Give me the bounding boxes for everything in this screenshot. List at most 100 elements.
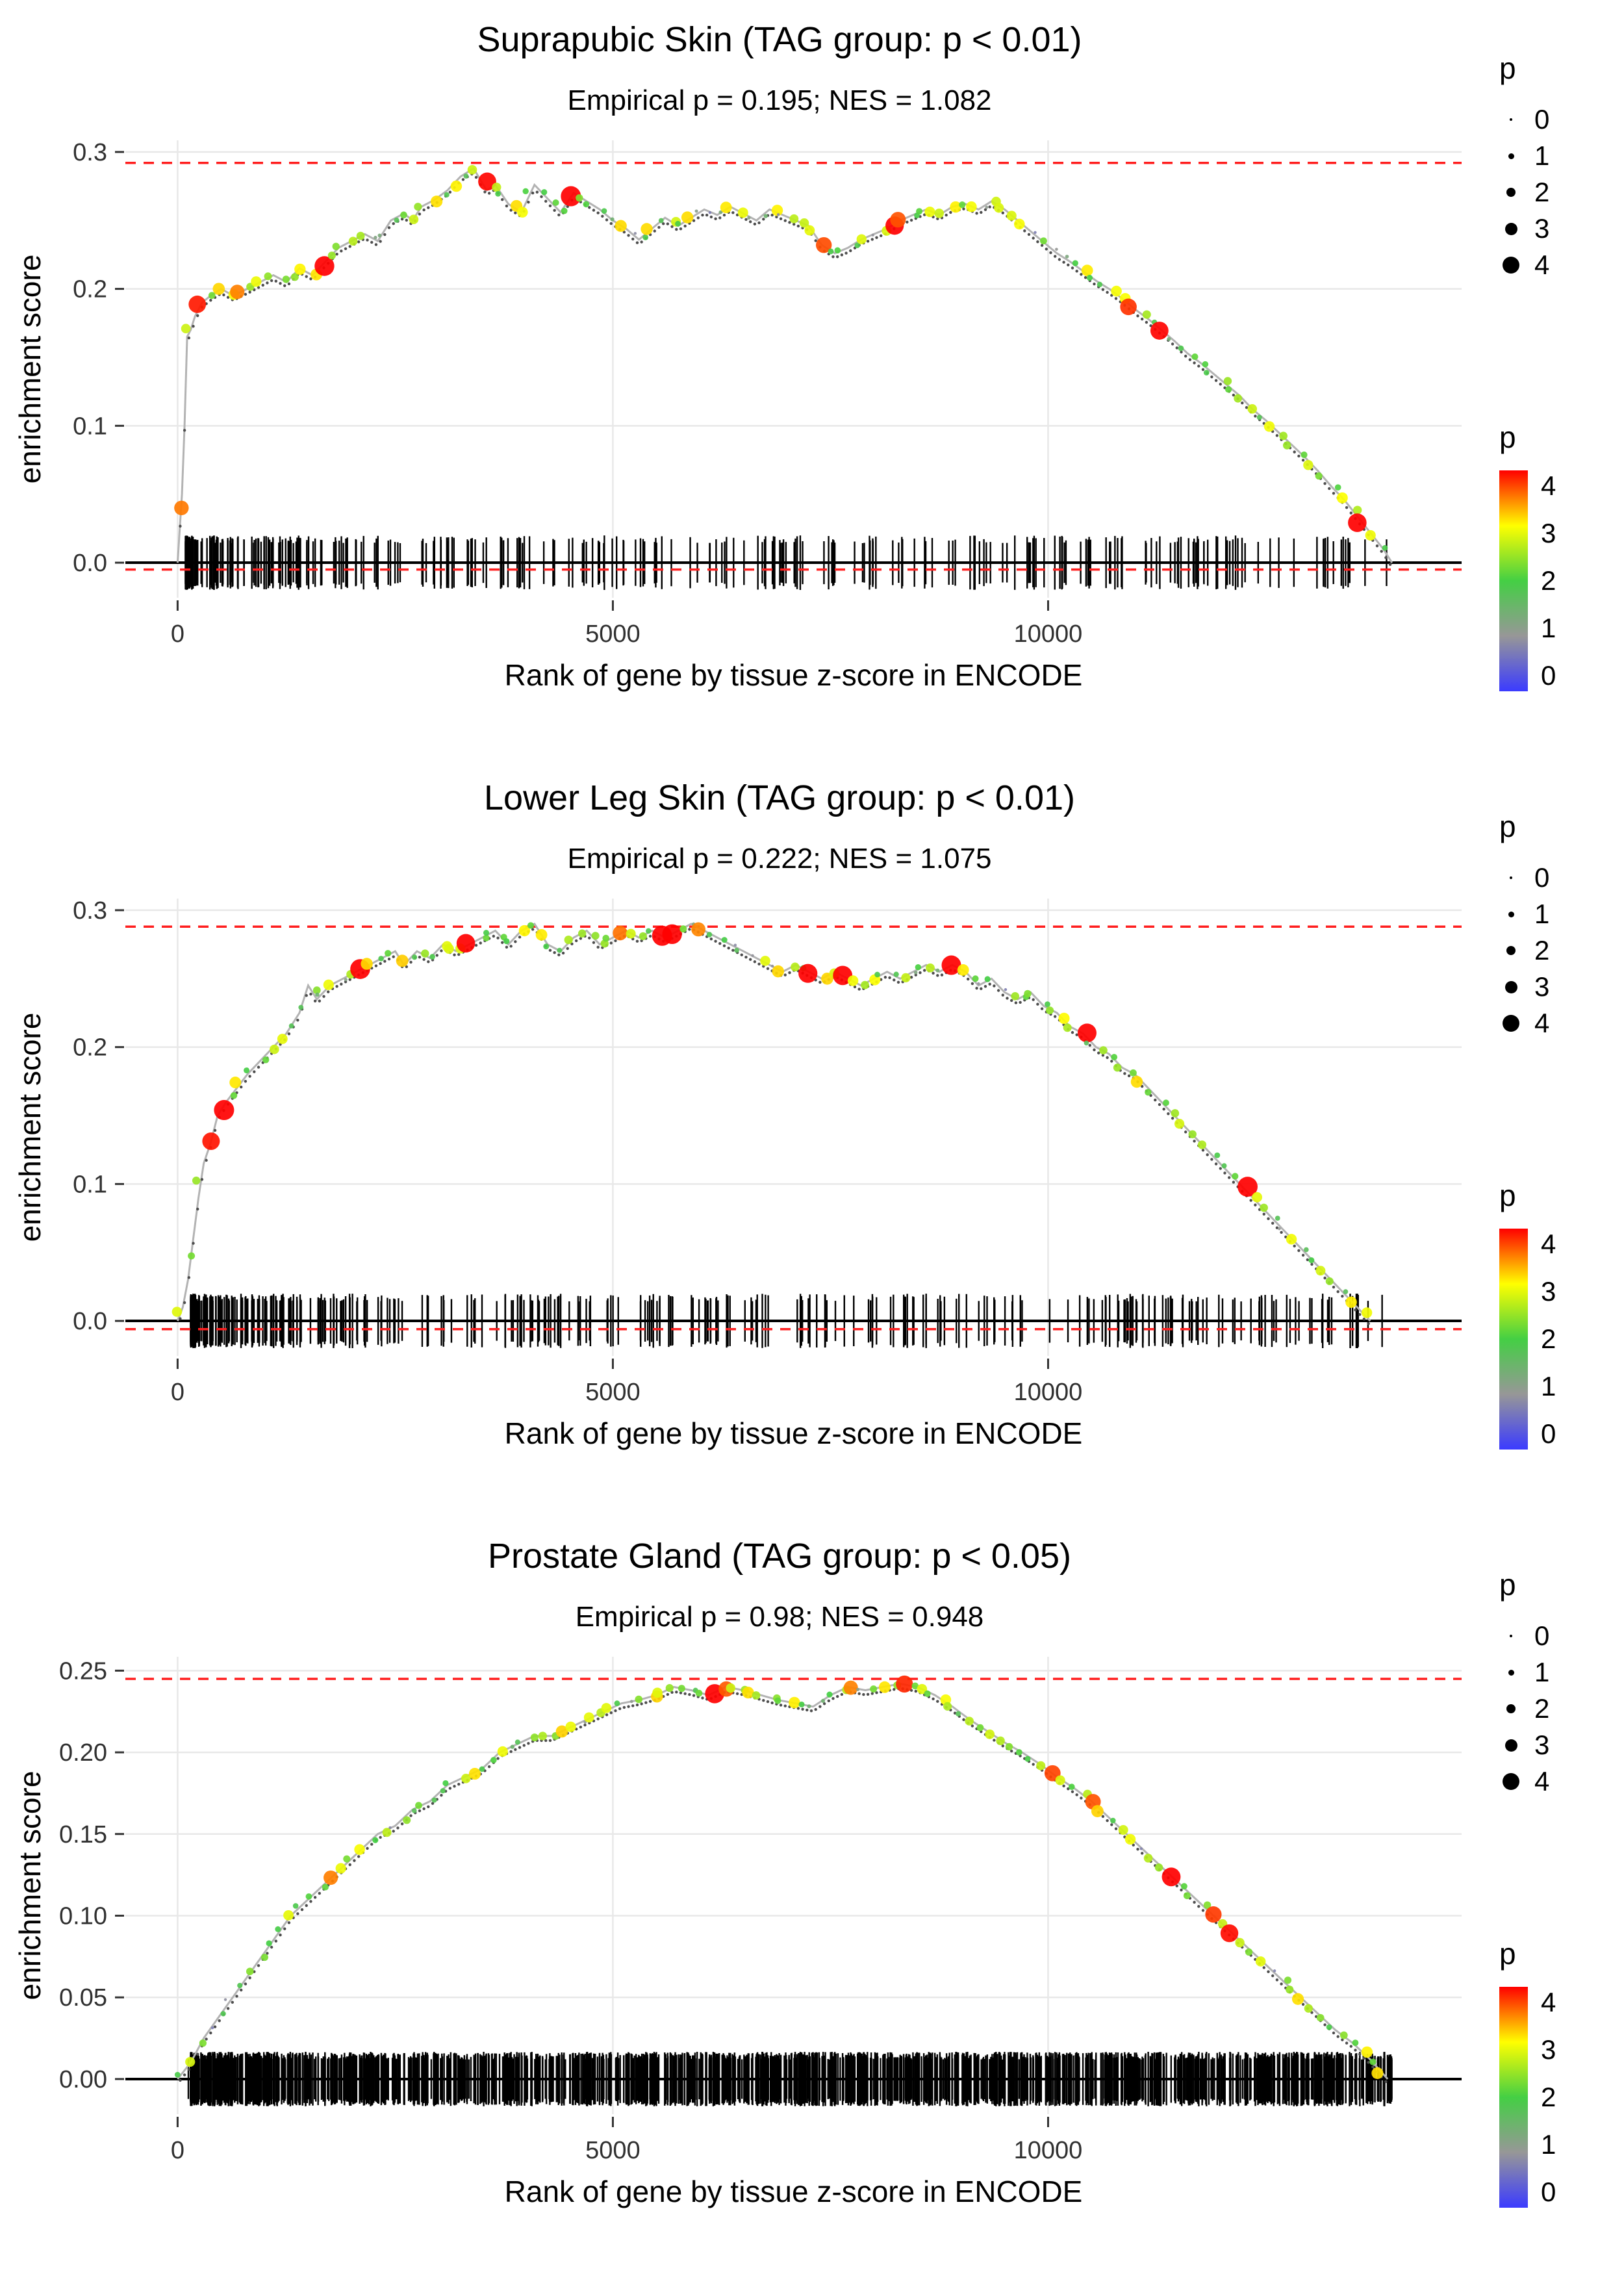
colorbar-labels: 4 3 2 1 0 [1541, 470, 1556, 691]
svg-text:0.1: 0.1 [73, 413, 107, 440]
size-legend-item: 1 [1499, 896, 1624, 932]
colorbar [1499, 470, 1528, 691]
colorbar-legend: p 4 3 2 1 0 [1499, 420, 1624, 691]
size-legend-item: 4 [1499, 1763, 1624, 1800]
size-dot-1 [1508, 153, 1514, 159]
size-legend-title: p [1499, 810, 1516, 843]
size-legend-item: 0 [1499, 1618, 1624, 1654]
size-legend-item: 3 [1499, 969, 1624, 1005]
size-dot-0-box [1499, 108, 1523, 131]
legend-column: p 0 1 2 3 4 p 4 3 2 1 0 [1499, 809, 1624, 1450]
size-legend-item: 2 [1499, 1691, 1624, 1727]
colorbar-tick: 4 [1541, 1987, 1556, 2017]
svg-text:0.3: 0.3 [73, 139, 107, 166]
colorbar-tick: 3 [1541, 2034, 1556, 2065]
colorbar-tick: 3 [1541, 518, 1556, 548]
size-dot-1 [1508, 1669, 1514, 1676]
size-legend-item: 4 [1499, 247, 1624, 283]
svg-text:0.0: 0.0 [73, 550, 107, 577]
colorbar-tick: 0 [1541, 660, 1556, 691]
size-dot-0 [1510, 876, 1512, 879]
svg-text:0.00: 0.00 [59, 2066, 107, 2093]
size-dot-2 [1506, 1704, 1516, 1713]
size-dot-2 [1506, 188, 1516, 197]
size-dot-0-box [1499, 866, 1523, 889]
size-dot-2-box [1499, 939, 1523, 962]
size-label: 3 [1534, 1730, 1550, 1760]
chart-title: Suprapubic Skin (TAG group: p < 0.01) [477, 20, 1082, 59]
size-label: 2 [1534, 935, 1550, 965]
colorbar-legend-title: p [1499, 1179, 1516, 1212]
size-dot-4-box [1499, 253, 1523, 277]
colorbar-tick: 2 [1541, 565, 1556, 596]
size-dot-2 [1506, 946, 1516, 955]
y-axis-label: enrichment score [13, 1012, 47, 1242]
point-size-legend: p 0 1 2 3 4 [1499, 1567, 1624, 1800]
svg-text:10000: 10000 [1014, 1379, 1083, 1406]
colorbar-row: 4 3 2 1 0 [1499, 1987, 1624, 2208]
size-legend-item: 2 [1499, 174, 1624, 211]
svg-text:10000: 10000 [1014, 620, 1083, 648]
size-dot-3 [1504, 222, 1517, 235]
svg-text:5000: 5000 [585, 2137, 641, 2164]
panel-suprapubic-skin: 0.0 0.1 0.2 0.3 0 5000 10000 Suprapubic Skin (… [0, 0, 1624, 758]
size-label: 4 [1534, 249, 1550, 280]
size-label: 1 [1534, 899, 1550, 929]
size-legend-title: p [1499, 1568, 1516, 1602]
size-dot-0-box [1499, 1624, 1523, 1648]
svg-text:0.05: 0.05 [59, 1984, 107, 2012]
colorbar-legend: p 4 3 2 1 0 [1499, 1936, 1624, 2208]
svg-text:0: 0 [171, 1379, 184, 1406]
point-size-legend: p 0 1 2 3 4 [1499, 809, 1624, 1041]
colorbar-row: 4 3 2 1 0 [1499, 470, 1624, 691]
svg-text:5000: 5000 [585, 620, 641, 648]
panel-lower-leg-skin: 0.0 0.1 0.2 0.3 0 5000 10000 Lower Leg Skin (T… [0, 758, 1624, 1516]
chart-title: Prostate Gland (TAG group: p < 0.05) [488, 1537, 1071, 1576]
size-legend-title: p [1499, 51, 1516, 85]
size-label: 0 [1534, 1620, 1550, 1651]
size-dot-0 [1510, 1635, 1512, 1637]
size-label: 1 [1534, 140, 1550, 171]
enrichment-plot-prostate: 0.00 0.05 0.10 0.15 0.20 0.25 0 5000 10000 [59, 1657, 1462, 2164]
colorbar [1499, 1987, 1528, 2208]
size-legend-item: 3 [1499, 1727, 1624, 1763]
enrichment-plot-suprapubic: 0.0 0.1 0.2 0.3 0 5000 10000 [73, 139, 1462, 648]
svg-text:0.10: 0.10 [59, 1903, 107, 1930]
chart-title: Lower Leg Skin (TAG group: p < 0.01) [484, 778, 1075, 817]
size-label: 1 [1534, 1657, 1550, 1687]
colorbar-tick: 1 [1541, 1371, 1556, 1401]
colorbar-row: 4 3 2 1 0 [1499, 1229, 1624, 1450]
y-axis-label: enrichment score [13, 254, 47, 484]
size-label: 3 [1534, 213, 1550, 244]
colorbar-tick: 2 [1541, 1323, 1556, 1354]
colorbar-tick: 4 [1541, 1229, 1556, 1259]
size-dot-0 [1510, 118, 1512, 121]
colorbar-tick: 1 [1541, 2129, 1556, 2160]
size-dot-4 [1503, 1015, 1519, 1032]
size-dot-4 [1503, 1773, 1519, 1790]
size-dot-4-box [1499, 1770, 1523, 1793]
enrichment-plot-lower-leg: 0.0 0.1 0.2 0.3 0 5000 10000 [73, 897, 1462, 1406]
size-legend-item: 2 [1499, 932, 1624, 969]
svg-text:0.20: 0.20 [59, 1739, 107, 1767]
size-label: 4 [1534, 1766, 1550, 1796]
size-legend-item: 0 [1499, 101, 1624, 138]
svg-text:0.1: 0.1 [73, 1171, 107, 1198]
panel-prostate-gland: 0.00 0.05 0.10 0.15 0.20 0.25 0 5000 10000 Prost… [0, 1516, 1624, 2274]
colorbar-legend-title: p [1499, 420, 1516, 454]
svg-text:0.2: 0.2 [73, 276, 107, 303]
point-size-legend: p 0 1 2 3 4 [1499, 51, 1624, 283]
size-dot-1-box [1499, 902, 1523, 926]
size-dot-4-box [1499, 1012, 1523, 1035]
svg-text:0.15: 0.15 [59, 1821, 107, 1848]
chart-subtitle: Empirical p = 0.222; NES = 1.075 [567, 843, 992, 875]
size-dot-3-box [1499, 217, 1523, 240]
size-label: 2 [1534, 1693, 1550, 1724]
colorbar-labels: 4 3 2 1 0 [1541, 1987, 1556, 2208]
size-dot-2-box [1499, 181, 1523, 204]
svg-text:10000: 10000 [1014, 2137, 1083, 2164]
size-dot-1 [1508, 911, 1514, 917]
svg-text:5000: 5000 [585, 1379, 641, 1406]
size-label: 2 [1534, 177, 1550, 207]
